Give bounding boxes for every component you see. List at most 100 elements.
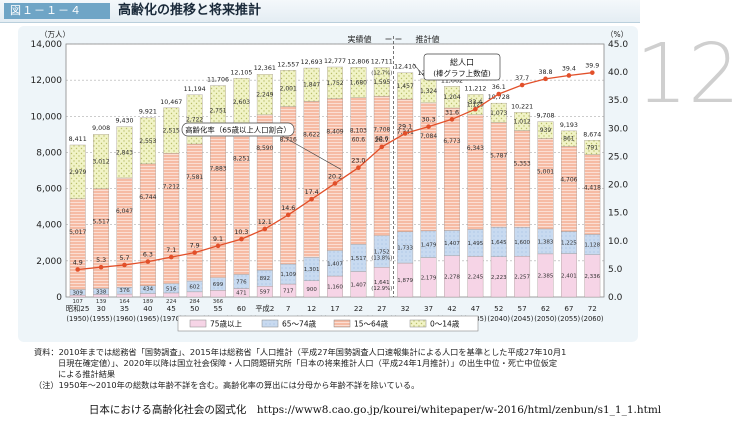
x-tick-top: 47 [471, 304, 480, 313]
legend-swatch-75plus [189, 319, 207, 328]
legend-label: 0～14歳 [430, 319, 460, 329]
segment-label-75plus: 2,179 [421, 275, 437, 281]
total-label: 12,777 [324, 58, 346, 65]
bar-segment-0-14 [280, 70, 297, 107]
segment-label-75plus: 107 [72, 299, 83, 305]
aging-rate-point [379, 144, 385, 150]
segment-label-15-64: 8,409 [326, 129, 343, 136]
segment-label-75plus: 2,257 [514, 275, 530, 281]
segment-label-65-74: 434 [143, 287, 154, 293]
total-label: 12,410 [394, 64, 416, 71]
total-label: 12,711 [371, 59, 393, 66]
aging-rate-point [332, 181, 338, 186]
y-tick-left: 12,000 [31, 76, 63, 86]
segment-label-65-74: 699 [213, 282, 224, 288]
segment-label-65-74: 338 [96, 289, 107, 295]
segment-label-75plus: 1,160 [327, 285, 343, 291]
total-callout-box [423, 53, 501, 81]
segment-label-15-64: 8,251 [233, 155, 250, 162]
segment-label-65-74: 1,752 [374, 250, 390, 256]
legend-label: 15～64歳 [354, 319, 389, 329]
page-number: 12 [635, 27, 740, 122]
aging-rate-label: 14.6 [281, 205, 295, 212]
x-tick-bottom: (1970) [160, 315, 183, 323]
aging-rate-label: 20.2 [328, 173, 342, 180]
aging-rate-point [496, 91, 502, 97]
legend-swatch-65-74 [261, 319, 279, 328]
x-tick-top: 22 [354, 304, 363, 313]
bar-segment-15-64 [256, 114, 273, 271]
segment-label-65-74: 1,733 [397, 245, 413, 251]
x-tick-top: 62 [541, 304, 550, 313]
segment-label-75plus: 597 [260, 290, 271, 296]
x-tick-bottom: (1965) [137, 315, 160, 323]
aging-rate-point [75, 267, 80, 272]
segment-label-0-14: 1,457 [397, 83, 414, 90]
aging-rate-point [590, 70, 595, 75]
aging-rate-label: 12.1 [258, 219, 272, 226]
segment-label-75plus: 1,641 [374, 280, 390, 286]
segment-label-75plus: 2,336 [584, 274, 600, 280]
bar-segment-0-14 [397, 72, 414, 100]
segment-label-0-14: 1,595 [373, 79, 390, 86]
aging-rate-point [402, 131, 408, 136]
total-label: 9,193 [560, 122, 578, 129]
x-tick-bottom: (1960) [113, 315, 136, 323]
segment-label-15-64: 7,708 [373, 126, 390, 133]
y-tick-right: 45.0 [608, 40, 628, 50]
bar-segment-15-64 [163, 153, 180, 284]
segment-label-65-74: 1,645 [491, 240, 507, 246]
segment-label-15-64: 5,787 [490, 153, 507, 160]
total-label: 10,467 [160, 99, 182, 106]
total-label: 9,008 [92, 125, 110, 132]
aging-rate-label: 5.7 [119, 255, 129, 262]
y-unit-left: （万人） [40, 30, 70, 39]
label-projection: 推計値 [415, 34, 439, 44]
segment-label-65-74: 1,301 [304, 267, 320, 273]
segment-label-75plus: 2,401 [561, 273, 577, 279]
segment-label-0-14: 791 [587, 144, 599, 151]
segment-label-15-64: 5,517 [92, 219, 109, 226]
bar-segment-0-14 [490, 102, 507, 123]
legend-label: 65～74歳 [282, 319, 317, 329]
bar-segment-15-64 [303, 101, 320, 258]
segment-label-65-74: 516 [166, 286, 177, 292]
y-tick-right: 0.0 [608, 293, 623, 303]
segment-label-15-64: 7,212 [163, 183, 180, 190]
bar-segment-75plus [163, 292, 180, 298]
y-tick-right: 25.0 [608, 152, 628, 162]
segment-label-75plus: 224 [166, 299, 177, 305]
aging-rate-point [426, 124, 431, 129]
segment-label-15-64: 5,017 [69, 229, 86, 236]
x-tick-bottom: (2050) [534, 315, 557, 323]
segment-label-65-74: 1,479 [421, 242, 437, 248]
x-tick-bottom: (2040) [487, 315, 510, 323]
y-tick-left: 10,000 [31, 112, 63, 122]
aging-rate-point [192, 250, 197, 255]
segment-label-65-74: 1,407 [444, 241, 460, 247]
segment-label-65-74: 602 [189, 284, 200, 290]
figure-number: 図１－１－４ [4, 3, 110, 19]
aging-rate-label: 7.9 [190, 243, 200, 250]
aging-rate-label: 38.8 [539, 69, 553, 76]
segment-label-15-64: 7,883 [209, 165, 226, 172]
segment-label-15-64: 6,744 [139, 194, 156, 201]
segment-label-75plus: 2,278 [444, 274, 460, 280]
segment-label-75plus: 284 [189, 299, 200, 305]
aging-rate-point [356, 165, 361, 170]
segment-label-15-64: 6,773 [443, 138, 460, 145]
segment-label-15-64: 7,581 [186, 174, 203, 181]
aging-callout-leader [281, 135, 342, 170]
aging-rate-point [285, 212, 291, 218]
label-actual: 実績値 [347, 34, 371, 44]
segment-label-65-74: 1,407 [327, 261, 343, 267]
bar-segment-0-14 [373, 67, 390, 97]
x-tick-top: 55 [213, 304, 222, 313]
total-label: 12,693 [301, 59, 323, 66]
bar-segment-0-14 [560, 130, 577, 147]
total-label: 12,557 [277, 61, 299, 68]
y-tick-right: 20.0 [608, 181, 628, 191]
segment-label-65-74: 309 [72, 290, 83, 296]
aging-rate-label: 39.4 [562, 65, 576, 72]
bar-segment-15-64 [93, 188, 110, 289]
